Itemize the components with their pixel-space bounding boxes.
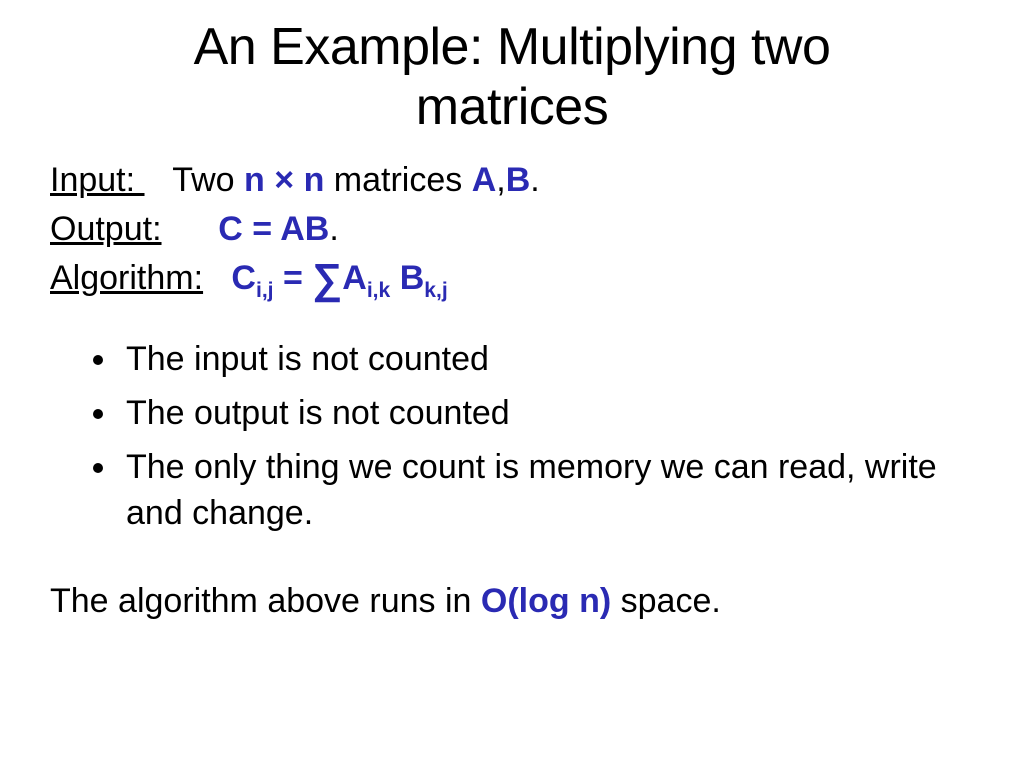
closing-post: space. <box>611 582 721 620</box>
output-gap <box>162 210 219 248</box>
C-sub: i,j <box>256 279 274 302</box>
input-n1: n <box>244 161 265 199</box>
B-sub: k,j <box>424 279 447 302</box>
input-pre: Two <box>145 161 245 199</box>
slide: An Example: Multiplying two matrices Inp… <box>0 0 1024 768</box>
input-line: Input: Two n × n matrices A,B. <box>50 156 974 205</box>
input-B: B <box>506 161 531 199</box>
slide-body: Input: Two n × n matrices A,B. Output: C… <box>50 156 974 627</box>
sum-symbol: ∑ <box>312 266 342 291</box>
input-A: A <box>472 161 497 199</box>
slide-title: An Example: Multiplying two matrices <box>50 0 974 156</box>
algo-eq: = <box>274 259 313 297</box>
algorithm-line: Algorithm: Ci,j = ∑Ai,k Bk,j <box>50 254 974 303</box>
bullet-list: The input is not counted The output is n… <box>50 337 974 537</box>
output-line: Output: C = AB. <box>50 205 974 254</box>
bullet-item: The output is not counted <box>120 391 974 437</box>
closing-pre: The algorithm above runs in <box>50 582 481 620</box>
C-letter: C <box>231 259 256 297</box>
times-symbol: × <box>265 161 304 199</box>
algo-C: Ci,j = ∑Ai,k Bk,j <box>231 259 447 297</box>
closing-complexity: O(log n) <box>481 582 611 620</box>
input-label: Input: <box>50 161 145 199</box>
A-letter: A <box>342 259 367 297</box>
title-line2: matrices <box>416 78 608 136</box>
closing-line: The algorithm above runs in O(log n) spa… <box>50 577 974 626</box>
A-sub: i,k <box>367 279 390 302</box>
output-label: Output: <box>50 210 162 248</box>
bullet-item: The only thing we count is memory we can… <box>120 445 974 537</box>
algorithm-label: Algorithm: <box>50 259 203 297</box>
algo-space <box>390 259 399 297</box>
input-comma: , <box>496 161 505 199</box>
input-n2: n <box>304 161 325 199</box>
input-period: . <box>530 161 539 199</box>
output-period: . <box>329 210 338 248</box>
algorithm-gap <box>203 259 231 297</box>
bullet-item: The input is not counted <box>120 337 974 383</box>
title-line1: An Example: Multiplying two <box>194 18 831 76</box>
B-letter: B <box>400 259 425 297</box>
input-mid: matrices <box>324 161 471 199</box>
output-eq: C = AB <box>218 210 329 248</box>
